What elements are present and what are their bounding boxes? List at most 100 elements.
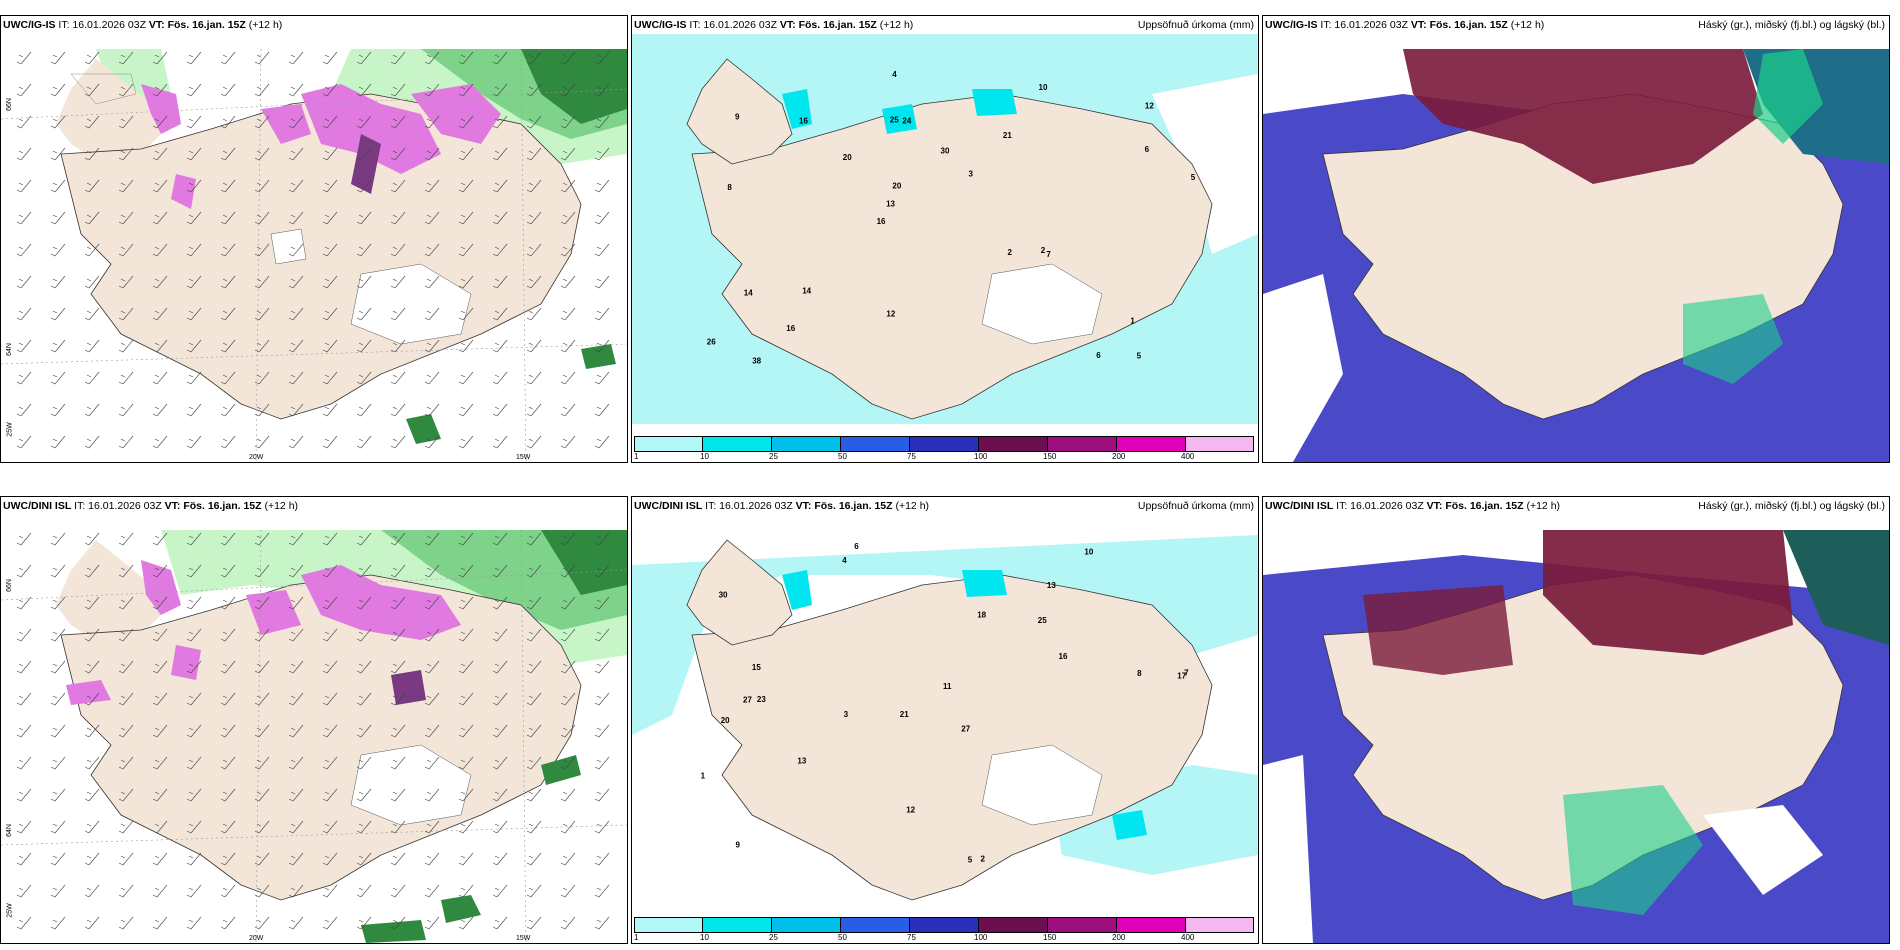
colorbar-swatch	[634, 917, 703, 933]
wind-barb	[220, 115, 236, 129]
wind-barb	[560, 211, 576, 225]
wind-barb	[50, 51, 66, 65]
wind-barb	[356, 371, 372, 385]
wind-barb	[492, 115, 508, 129]
valid-time: VT: Fös. 16.jan. 15Z	[1426, 500, 1524, 512]
wind-barb	[356, 852, 372, 866]
wind-barb	[594, 403, 610, 417]
wind-barb	[118, 371, 134, 385]
wind-barb	[458, 916, 474, 930]
wind-barb	[288, 211, 304, 225]
precip-value-label: 10	[1039, 83, 1048, 92]
wind-barb	[356, 179, 372, 193]
wind-barb	[526, 852, 542, 866]
wind-barb	[118, 243, 134, 257]
colorbar-swatch	[772, 436, 841, 452]
wind-barb	[118, 83, 134, 97]
wind-barb	[84, 628, 100, 642]
colorbar-frame	[634, 436, 1254, 452]
wind-barb	[594, 660, 610, 674]
wind-barb	[220, 916, 236, 930]
wind-barb	[152, 51, 168, 65]
wind-barb	[356, 83, 372, 97]
wind-barb	[50, 884, 66, 898]
wind-barb	[390, 532, 406, 546]
panel-header: UWC/IG-IS IT: 16.01.2026 03Z VT: Fös. 16…	[3, 18, 623, 34]
wind-barb	[152, 564, 168, 578]
wind-barb	[560, 564, 576, 578]
wind-barb	[356, 51, 372, 65]
wind-barb	[322, 692, 338, 706]
wind-barb	[492, 596, 508, 610]
wind-barb	[594, 243, 610, 257]
wind-barb	[424, 307, 440, 321]
colorbar-tick: 150	[1043, 933, 1057, 942]
wind-barb	[390, 884, 406, 898]
wind-barb	[424, 916, 440, 930]
precip-value-label: 6	[1096, 351, 1101, 360]
precip-value-label: 8	[727, 183, 732, 192]
wind-barb	[288, 115, 304, 129]
colorbar-swatch	[841, 917, 910, 933]
wind-barb	[186, 243, 202, 257]
precip-value-label: 30	[719, 591, 728, 600]
valid-time: VT: Fös. 16.jan. 15Z	[795, 500, 893, 512]
wind-barb	[254, 179, 270, 193]
wind-barb	[118, 307, 134, 321]
wind-barb	[186, 660, 202, 674]
wind-barb	[84, 916, 100, 930]
wind-barb	[424, 852, 440, 866]
wind-barb	[220, 179, 236, 193]
precip-value-label: 21	[900, 710, 909, 719]
wind-barb	[16, 179, 32, 193]
wind-barb	[220, 339, 236, 353]
precip-value-label: 25	[890, 115, 899, 124]
wind-barb	[254, 532, 270, 546]
wind-barb	[594, 275, 610, 289]
wind-barb	[152, 788, 168, 802]
wind-barb	[390, 83, 406, 97]
precip-value-label: 12	[1145, 102, 1154, 111]
wind-barb	[594, 83, 610, 97]
wind-barb	[152, 692, 168, 706]
wind-barb	[424, 756, 440, 770]
wind-barb	[152, 820, 168, 834]
wind-barb	[424, 51, 440, 65]
wind-barb	[390, 371, 406, 385]
wind-barb	[322, 532, 338, 546]
wind-barb	[594, 628, 610, 642]
wind-barb	[594, 211, 610, 225]
wind-barb	[50, 307, 66, 321]
wind-barb	[84, 564, 100, 578]
wind-barb	[186, 628, 202, 642]
wind-barb	[390, 211, 406, 225]
wind-barb	[560, 820, 576, 834]
wind-barb	[118, 596, 134, 610]
wind-barb	[390, 852, 406, 866]
wind-barb	[458, 884, 474, 898]
wind-barb	[322, 916, 338, 930]
wind-barb	[458, 852, 474, 866]
wind-barb	[356, 564, 372, 578]
wind-barb	[492, 83, 508, 97]
wind-barb	[356, 596, 372, 610]
wind-barb	[424, 788, 440, 802]
wind-barb	[288, 339, 304, 353]
wind-barb	[16, 83, 32, 97]
wind-barb	[560, 403, 576, 417]
wind-barb	[356, 788, 372, 802]
precip-value-label: 25	[1038, 616, 1047, 625]
precip-value-label: 13	[797, 756, 806, 765]
wind-barb	[390, 307, 406, 321]
wind-barb	[288, 724, 304, 738]
wind-barb	[254, 435, 270, 449]
wind-barb	[492, 435, 508, 449]
colorbar-tick: 100	[974, 933, 988, 942]
precip-value-label: 9	[735, 113, 740, 122]
colorbar-swatch	[1117, 436, 1186, 452]
wind-barb	[458, 435, 474, 449]
map-ig-precip-type	[1, 34, 627, 462]
wind-barb	[16, 307, 32, 321]
wind-barb	[356, 307, 372, 321]
wind-barb	[356, 756, 372, 770]
